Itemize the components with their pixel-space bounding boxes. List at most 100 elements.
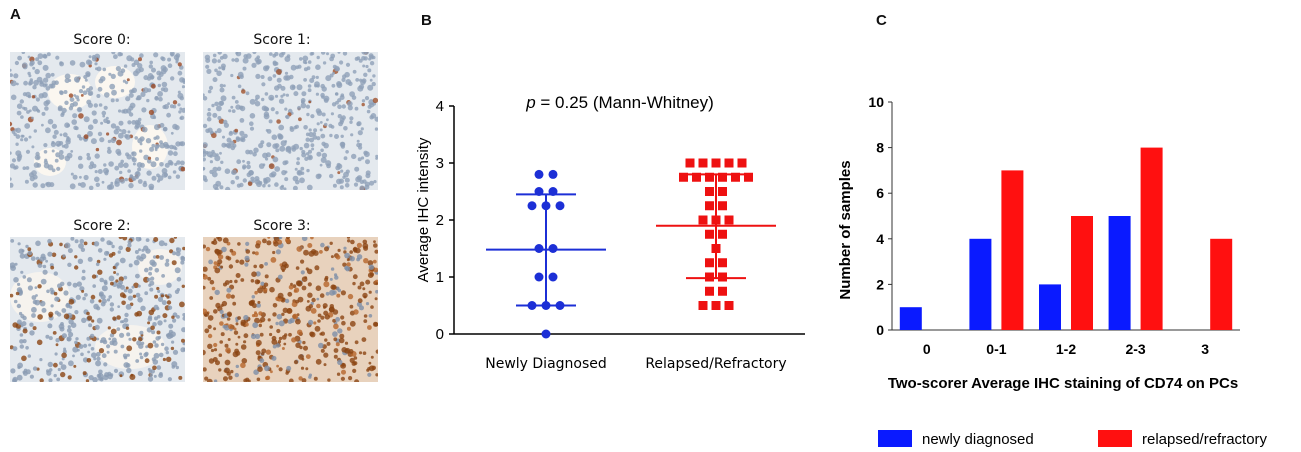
cell-nucleus xyxy=(261,352,265,356)
cell-nucleus xyxy=(85,379,90,382)
cell-nucleus xyxy=(103,257,107,261)
cell-nucleus xyxy=(110,98,115,103)
cell-nucleus xyxy=(164,162,170,168)
cell-nucleus xyxy=(350,239,355,245)
cell-nucleus xyxy=(224,343,229,348)
cell-nucleus xyxy=(167,305,173,310)
cell-nucleus xyxy=(331,284,337,290)
cell-nucleus xyxy=(226,287,232,293)
cell-nucleus xyxy=(270,107,275,112)
cell-nucleus xyxy=(237,71,244,78)
cell-nucleus xyxy=(264,365,270,372)
cell-nucleus xyxy=(16,82,19,86)
cell-nucleus xyxy=(217,254,224,260)
cell-nucleus xyxy=(32,85,37,90)
cell-nucleus xyxy=(103,362,108,367)
cell-nucleus xyxy=(262,152,268,159)
cell-nucleus xyxy=(174,162,178,166)
cell-nucleus xyxy=(148,271,153,276)
bar-y-tick-label: 2 xyxy=(876,276,884,292)
cell-nucleus xyxy=(343,250,347,254)
cell-nucleus xyxy=(63,143,69,149)
cell-nucleus xyxy=(19,339,24,344)
scatter-point-newly xyxy=(534,244,544,253)
cell-nucleus xyxy=(115,148,121,155)
cell-nucleus xyxy=(43,143,48,148)
cell-nucleus xyxy=(96,259,101,264)
cell-nucleus xyxy=(235,137,241,142)
cell-nucleus xyxy=(265,349,271,355)
cell-nucleus xyxy=(101,180,105,184)
cell-nucleus xyxy=(269,52,273,56)
cell-nucleus xyxy=(230,73,234,78)
cell-nucleus xyxy=(266,129,272,134)
cell-nucleus xyxy=(330,125,335,129)
cell-nucleus xyxy=(348,349,354,354)
cell-nucleus xyxy=(24,123,31,129)
cell-nucleus xyxy=(153,352,160,359)
cell-nucleus xyxy=(10,121,13,127)
cell-nucleus xyxy=(239,130,245,136)
cell-nucleus xyxy=(63,347,67,351)
bar-y-tick-label: 0 xyxy=(876,322,884,338)
cell-nucleus xyxy=(265,65,270,70)
cell-nucleus xyxy=(23,80,28,86)
cell-nucleus xyxy=(281,347,285,350)
cell-nucleus xyxy=(369,180,375,186)
cell-nucleus xyxy=(211,152,217,158)
cell-nucleus xyxy=(353,361,358,366)
scatter-point-newly xyxy=(555,201,565,211)
cell-nucleus xyxy=(68,331,74,338)
cell-nucleus xyxy=(97,86,103,92)
cell-nucleus xyxy=(278,134,283,140)
cell-nucleus xyxy=(319,128,323,132)
cell-nucleus xyxy=(213,379,218,382)
cell-nucleus xyxy=(323,310,329,316)
cell-nucleus xyxy=(362,239,368,245)
cell-nucleus xyxy=(211,103,215,108)
cell-nucleus xyxy=(112,316,117,321)
cell-nucleus xyxy=(323,305,326,309)
cell-nucleus xyxy=(362,351,367,355)
cell-nucleus xyxy=(157,296,164,302)
cell-nucleus xyxy=(156,365,162,370)
cell-nucleus xyxy=(69,60,76,66)
cell-nucleus xyxy=(64,242,71,249)
cell-nucleus xyxy=(227,338,231,341)
cell-nucleus xyxy=(300,270,305,275)
cell-nucleus xyxy=(284,56,291,62)
cell-nucleus xyxy=(281,312,285,316)
cell-nucleus xyxy=(147,342,154,349)
cell-nucleus xyxy=(243,340,247,344)
cell-nucleus xyxy=(323,122,328,127)
cell-nucleus xyxy=(165,350,169,355)
cell-nucleus xyxy=(134,250,139,254)
cell-nucleus xyxy=(45,86,51,91)
cell-nucleus xyxy=(344,348,349,354)
cell-nucleus xyxy=(286,308,293,314)
cell-nucleus xyxy=(298,117,302,122)
cell-nucleus xyxy=(261,82,266,87)
cell-nucleus xyxy=(16,110,22,116)
cell-nucleus xyxy=(65,303,71,309)
cell-nucleus xyxy=(31,306,37,313)
cell-nucleus xyxy=(333,323,339,330)
cell-nucleus xyxy=(363,319,368,323)
cell-nucleus xyxy=(269,286,275,293)
cell-nucleus xyxy=(354,56,359,61)
cell-nucleus xyxy=(220,265,224,269)
cell-nucleus xyxy=(225,186,231,190)
cell-nucleus xyxy=(229,248,234,253)
cell-nucleus xyxy=(121,109,126,114)
cell-nucleus xyxy=(304,61,308,65)
cell-nucleus xyxy=(236,159,242,165)
cell-nucleus xyxy=(309,78,315,83)
cell-nucleus xyxy=(338,178,344,184)
cell-nucleus xyxy=(258,311,263,316)
cell-nucleus xyxy=(90,138,97,145)
cell-nucleus xyxy=(119,170,123,175)
scatter-y-tick-label: 4 xyxy=(436,98,444,115)
cell-nucleus xyxy=(219,321,224,326)
cell-nucleus xyxy=(33,129,37,133)
cell-nucleus xyxy=(167,102,171,105)
